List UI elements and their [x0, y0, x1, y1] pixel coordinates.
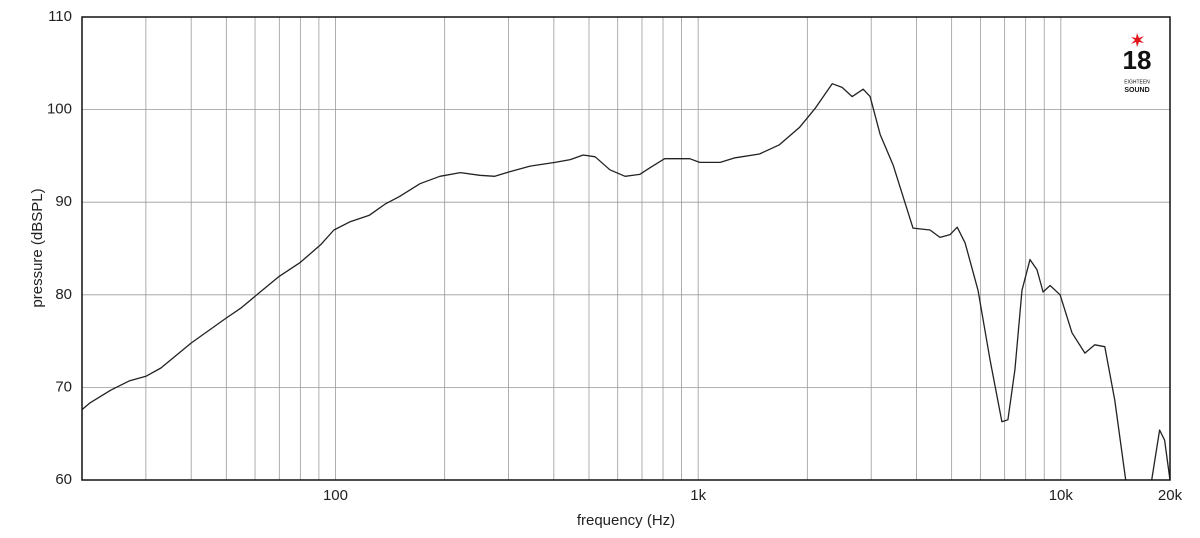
plot-area [82, 83, 1170, 480]
frame [81, 16, 1171, 481]
x-tick-label: 1k [690, 487, 706, 504]
response-line [82, 83, 1170, 480]
y-axis-label: pressure (dBSPL) [29, 188, 46, 307]
logo: 18 EIGHTEEN SOUND [1123, 33, 1152, 94]
x-tick-label: 10k [1049, 487, 1074, 504]
grid [82, 16, 1171, 481]
logo-text: SOUND [1124, 87, 1149, 94]
logo-text: EIGHTEEN [1124, 79, 1150, 85]
logo-number: 18 [1123, 45, 1152, 75]
x-tick-label: 100 [323, 487, 348, 504]
x-tick-label: 20k [1158, 487, 1183, 504]
y-tick-label: 100 [47, 101, 72, 118]
logo-star [1131, 33, 1144, 47]
y-tick-label: 60 [55, 471, 72, 488]
y-tick-label: 70 [55, 378, 72, 395]
y-tick-label: 110 [48, 8, 72, 25]
y-tick-label: 90 [55, 193, 72, 210]
x-axis-label: frequency (Hz) [577, 512, 675, 529]
y-tick-label: 80 [55, 286, 72, 303]
